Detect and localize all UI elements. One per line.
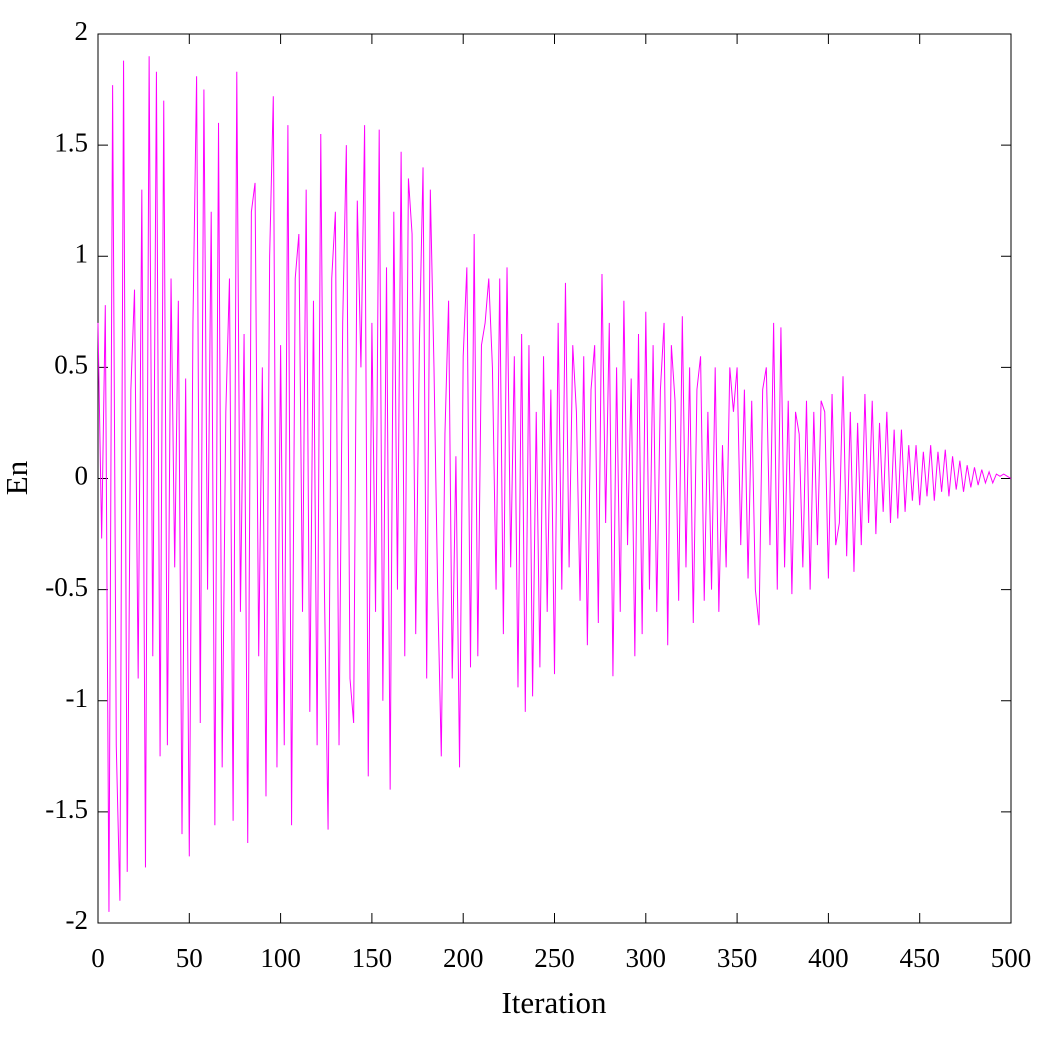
y-tick-label: 0 [75, 461, 89, 491]
x-tick-label: 150 [352, 943, 393, 973]
x-tick-label: 350 [717, 943, 758, 973]
x-tick-label: 500 [991, 943, 1032, 973]
x-axis-label: Iteration [501, 985, 607, 1020]
x-tick-label: 400 [808, 943, 849, 973]
x-tick-label: 300 [626, 943, 667, 973]
y-tick-label: 0.5 [54, 350, 88, 380]
y-tick-label: -1 [66, 683, 89, 713]
y-tick-label: 1 [75, 238, 89, 268]
x-tick-label: 0 [91, 943, 105, 973]
data-line [97, 56, 1012, 912]
x-tick-label: 450 [899, 943, 940, 973]
y-axis-label: En [0, 460, 34, 495]
x-tick-label: 50 [176, 943, 203, 973]
x-tick-label: 100 [260, 943, 301, 973]
x-tick-label: 200 [443, 943, 484, 973]
y-tick-label: 1.5 [54, 127, 88, 157]
y-tick-label: -0.5 [45, 572, 88, 602]
y-tick-label: -1.5 [45, 794, 88, 824]
y-tick-label: -2 [66, 905, 89, 935]
x-tick-label: 250 [534, 943, 575, 973]
y-tick-label: 2 [75, 16, 89, 46]
